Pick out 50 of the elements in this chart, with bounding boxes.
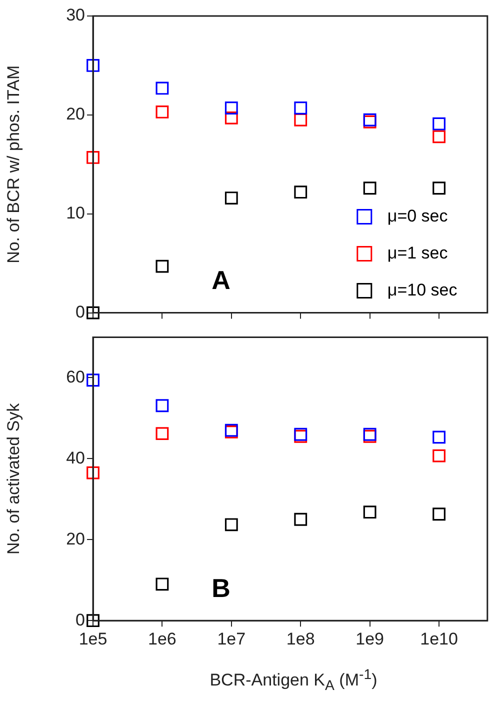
y-tick-label: 20	[66, 104, 85, 124]
point	[86, 614, 100, 628]
x-axis-title: BCR-Antigen K$_{A}$ (M$^{-1}$)	[208, 667, 378, 694]
legend-label: μ=10 sec	[387, 280, 458, 300]
point	[224, 102, 238, 114]
y-tick-label: 30	[66, 6, 85, 25]
point	[156, 106, 169, 118]
x-tick-label: 1e9	[356, 629, 384, 648]
point	[432, 508, 446, 521]
point	[363, 506, 376, 519]
y-axis-title: No. of activated Syk	[4, 402, 23, 554]
point	[432, 182, 446, 195]
y-tick-label: 20	[66, 529, 85, 548]
point	[294, 512, 308, 526]
point	[432, 117, 446, 130]
point	[294, 113, 308, 126]
y-tick-label: 40	[66, 448, 85, 468]
point	[363, 182, 376, 195]
point	[86, 306, 100, 320]
point	[156, 427, 169, 440]
point	[156, 399, 169, 412]
y-tick-label: 10	[66, 204, 85, 223]
x-tick-label: 1e10	[420, 629, 458, 648]
point	[294, 186, 308, 199]
y-tick-label: 0	[76, 610, 85, 630]
annotation: A	[212, 264, 231, 295]
y-axis-title: No. of BCR w/ phos. ITAM	[4, 65, 23, 264]
point	[294, 102, 308, 114]
point	[86, 374, 100, 387]
point	[224, 192, 238, 204]
point	[156, 578, 169, 591]
y-tick-label: 60	[66, 367, 85, 386]
x-tick-label: 1e7	[217, 629, 246, 648]
point	[86, 466, 100, 480]
point	[432, 130, 446, 144]
point	[432, 430, 446, 444]
y-tick-label: 0	[76, 302, 85, 322]
point	[86, 151, 100, 164]
point	[156, 260, 169, 273]
point	[86, 59, 100, 72]
point	[224, 518, 238, 532]
x-tick-label: 1e6	[148, 629, 176, 648]
point	[156, 82, 169, 95]
x-tick-label: 1e5	[78, 629, 108, 648]
annotation: B	[212, 572, 230, 603]
legend-label: μ=1 sec	[387, 243, 448, 262]
legend-label: μ=0 sec	[387, 206, 448, 226]
point	[432, 449, 446, 462]
x-tick-label: 1e8	[286, 629, 315, 648]
point	[224, 111, 238, 124]
